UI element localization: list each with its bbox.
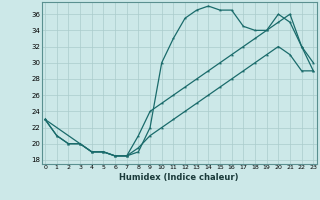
X-axis label: Humidex (Indice chaleur): Humidex (Indice chaleur): [119, 173, 239, 182]
